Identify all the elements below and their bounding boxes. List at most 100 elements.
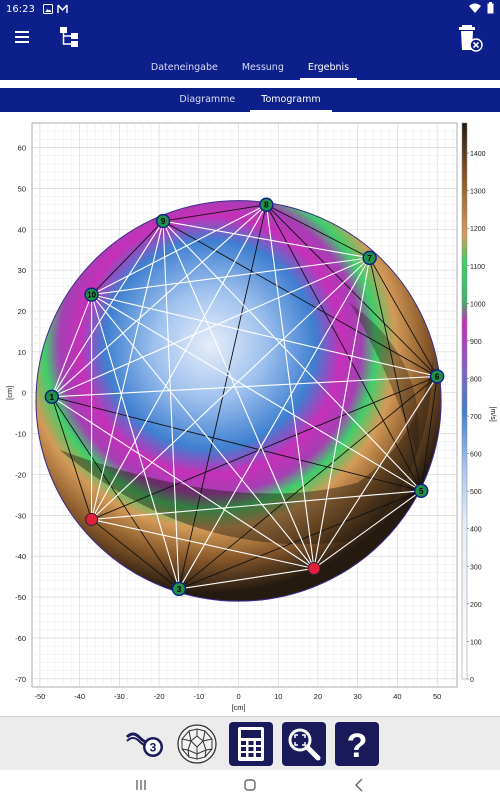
ray-path	[91, 294, 422, 492]
x-tick-label: -40	[74, 692, 85, 701]
recents-icon[interactable]	[131, 776, 151, 794]
sensor-marker[interactable]: 10	[84, 287, 99, 302]
ray-path	[369, 257, 422, 491]
back-icon[interactable]	[350, 776, 370, 794]
y-tick-label: 50	[18, 184, 26, 193]
sensor-marker[interactable]	[307, 561, 321, 575]
status-bar: 16:23	[0, 0, 500, 18]
y-tick-label: -30	[15, 511, 26, 520]
ray-path	[266, 204, 438, 377]
y-tick-label: 0	[22, 389, 26, 398]
colorbar-scale	[461, 122, 468, 680]
x-tick-label: 20	[314, 692, 322, 701]
x-axis-label: [cm]	[231, 703, 245, 712]
ray-path	[91, 257, 370, 520]
x-tick-label: 30	[354, 692, 362, 701]
y-tick-label: 10	[18, 348, 26, 357]
sensor-label: 10	[87, 291, 96, 300]
zoom-fit-icon[interactable]	[281, 721, 327, 767]
x-tick-label: -30	[114, 692, 125, 701]
ray-path	[162, 221, 180, 589]
ray-path	[91, 204, 267, 296]
sensor-error-marker	[85, 512, 99, 526]
y-tick-label: 20	[18, 307, 26, 316]
sensor-marker[interactable]	[85, 512, 99, 526]
colorbar-tick-label: 100	[470, 639, 482, 646]
ray-path	[265, 204, 315, 569]
mail-notification-icon	[57, 4, 68, 13]
tab-ergebnis[interactable]: Ergebnis	[299, 56, 358, 80]
sensor-marker[interactable]: 6	[429, 369, 445, 384]
result-subtabs: Diagramme Tomogramm	[0, 88, 500, 112]
sensor-marker[interactable]: 8	[259, 197, 274, 212]
sensor-label: 9	[161, 217, 166, 226]
ray-path	[162, 220, 370, 259]
ray-path	[51, 396, 180, 590]
colorbar-tick-label: 1200	[470, 226, 486, 233]
help-icon[interactable]: ?	[334, 721, 380, 767]
ray-path	[91, 375, 438, 520]
sensor-ok-marker	[362, 250, 377, 266]
delete-icon[interactable]	[456, 23, 484, 53]
home-icon[interactable]	[240, 776, 260, 794]
y-tick-label: -70	[15, 675, 26, 684]
ray-path	[91, 490, 422, 520]
colorbar-tick-label: 200	[470, 602, 482, 609]
ray-path	[313, 257, 371, 569]
battery-icon	[487, 2, 494, 14]
ray-path	[51, 257, 370, 398]
tab-messung[interactable]: Messung	[241, 62, 284, 73]
ray-path	[178, 257, 371, 590]
main-tabs: Dateneingabe Messung Ergebnis	[0, 56, 500, 80]
x-tick-label: 10	[274, 692, 282, 701]
y-tick-label: -10	[15, 430, 26, 439]
colorbar-tick-label: 400	[470, 527, 482, 534]
ray-path	[51, 294, 93, 398]
sensor-ok-marker	[155, 213, 171, 229]
ray-path	[266, 204, 370, 259]
structure-tree-icon[interactable]	[58, 25, 82, 49]
ray-path	[91, 204, 267, 520]
colorbar-tick-label: 800	[470, 376, 482, 383]
y-tick-label: -20	[15, 470, 26, 479]
sensor-marker[interactable]: 3	[171, 581, 187, 597]
sensor-marker[interactable]: 7	[362, 250, 377, 266]
sensor-3-icon[interactable]: 3	[123, 721, 169, 767]
sensor-marker[interactable]: 9	[155, 213, 171, 229]
sensor-marker[interactable]: 5	[414, 483, 429, 499]
ray-path	[420, 376, 438, 491]
subtab-diagramme[interactable]: Diagramme	[179, 94, 236, 105]
network-sphere-icon[interactable]	[174, 721, 220, 767]
ray-path	[51, 220, 164, 398]
ray-path	[162, 220, 315, 569]
ray-path	[313, 376, 438, 569]
calculator-icon[interactable]	[228, 721, 274, 767]
menu-icon[interactable]	[13, 28, 33, 46]
status-time: 16:23	[6, 3, 35, 15]
x-tick-label: 0	[236, 692, 240, 701]
ray-path	[91, 519, 180, 590]
tab-dateneingabe[interactable]: Dateneingabe	[150, 62, 218, 73]
colorbar: 1400130012001100100090080070060050040030…	[461, 122, 496, 684]
ray-path	[162, 220, 422, 492]
sensor-ok-marker	[259, 197, 274, 212]
sensor-label: 7	[367, 254, 372, 263]
y-tick-label: 60	[18, 144, 26, 153]
y-axis-label: [cm]	[5, 386, 14, 400]
wifi-icon	[469, 3, 481, 13]
sensor-label: 6	[435, 372, 440, 381]
ray-path	[369, 257, 438, 377]
ray-path	[265, 204, 422, 492]
tomogram-section	[35, 200, 442, 602]
ray-path	[163, 204, 267, 222]
sensor-label: 1	[50, 393, 55, 402]
colorbar-tick-label: 700	[470, 414, 482, 421]
sensor-label: 8	[264, 201, 269, 210]
ray-path	[178, 490, 422, 590]
ray-path	[162, 220, 438, 377]
sensor-marker[interactable]: 1	[44, 389, 60, 405]
subtab-tomogramm[interactable]: Tomogramm	[250, 88, 332, 112]
ray-path	[91, 294, 438, 377]
